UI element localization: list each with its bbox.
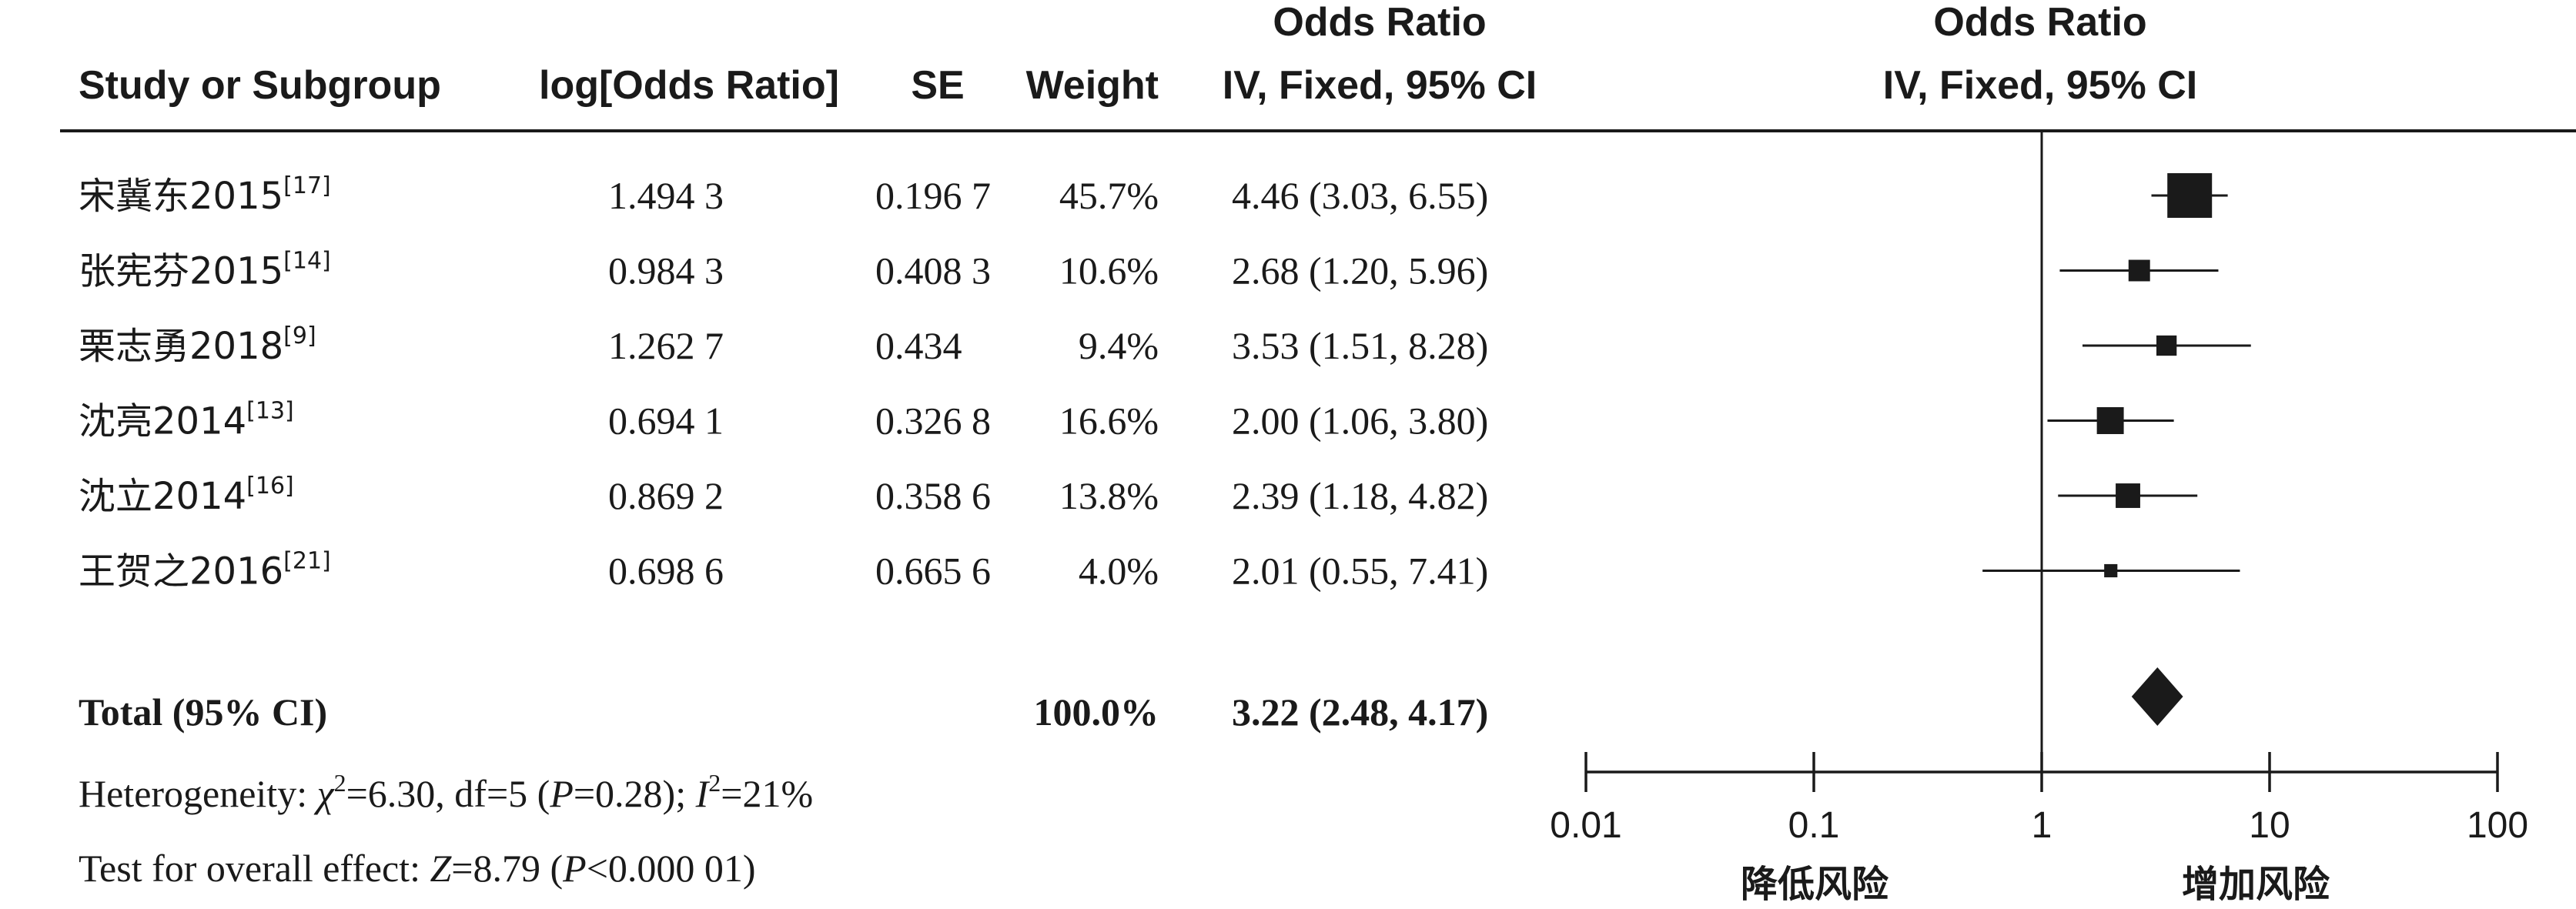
total-weight: 100.0% <box>1034 690 1159 734</box>
study-log-or: 1.262 7 <box>608 324 724 367</box>
study-log-or: 0.698 6 <box>608 550 724 593</box>
study-point <box>2104 563 2118 578</box>
study-ci: 2.00 (1.06, 3.80) <box>1232 399 1488 443</box>
study-rows: 宋冀东2015[17] 1.494 3 0.196 7 45.7% 4.46 (3.03… <box>79 172 1488 593</box>
study-se: 0.358 6 <box>875 474 991 517</box>
study-weight: 10.6% <box>1059 249 1159 292</box>
study-point <box>2156 335 2177 356</box>
study-point <box>2116 483 2140 508</box>
study-ci: 2.39 (1.18, 4.82) <box>1232 474 1488 517</box>
study-ci: 4.46 (3.03, 6.55) <box>1232 174 1488 217</box>
study-weight: 9.4% <box>1079 324 1159 367</box>
study-se: 0.196 7 <box>875 174 991 217</box>
overall-effect-text: Test for overall effect: Z=8.79 (P<0.000… <box>79 847 756 890</box>
study-weight: 4.0% <box>1079 550 1159 593</box>
study-log-or: 1.494 3 <box>608 174 724 217</box>
study-weight: 13.8% <box>1059 474 1159 517</box>
study-name: 王贺之2016[21] <box>79 548 331 593</box>
study-name: 沈立2014[16] <box>79 473 294 518</box>
study-name: 宋冀东2015[17] <box>79 172 331 218</box>
study-se: 0.326 8 <box>875 399 991 443</box>
x-tick-label: 10 <box>2249 805 2290 846</box>
study-name: 沈亮2014[13] <box>79 398 294 443</box>
axis-label-left: 降低风险 <box>1741 863 1889 906</box>
study-se: 0.408 3 <box>875 249 991 292</box>
study-name: 栗志勇2018[9] <box>79 322 316 368</box>
total-ci: 3.22 (2.48, 4.17) <box>1232 690 1488 734</box>
study-se: 0.665 6 <box>875 550 991 593</box>
study-log-or: 0.869 2 <box>608 474 724 517</box>
header-study: Study or Subgroup <box>79 63 441 108</box>
heterogeneity-text: Heterogeneity: χ2=6.30, df=5 (P=0.28); I… <box>79 769 813 815</box>
study-se: 0.434 <box>875 324 962 367</box>
study-log-or: 0.984 3 <box>608 249 724 292</box>
header-se: SE <box>911 63 964 108</box>
study-point <box>2128 259 2150 282</box>
study-name: 张宪芬2015[14] <box>79 248 331 293</box>
study-ci: 2.68 (1.20, 5.96) <box>1232 249 1488 292</box>
x-tick-label: 0.1 <box>1788 805 1840 846</box>
study-point <box>2096 407 2124 434</box>
study-ci: 3.53 (1.51, 8.28) <box>1232 324 1488 367</box>
plot-area: 0.01 0.1 1 10 100 <box>1550 131 2528 846</box>
x-tick-label: 1 <box>2032 805 2052 846</box>
study-weight: 16.6% <box>1059 399 1159 443</box>
header-log-or: log[Odds Ratio] <box>539 63 839 108</box>
header-plot-method: IV, Fixed, 95% CI <box>1883 63 2197 108</box>
study-ci: 2.01 (0.55, 7.41) <box>1232 550 1488 593</box>
header-plot-title: Odds Ratio <box>1933 0 2146 45</box>
header-or-method: IV, Fixed, 95% CI <box>1223 63 1537 108</box>
total-label: Total (95% CI) <box>79 690 327 734</box>
x-tick-label: 100 <box>2467 805 2528 846</box>
pooled-diamond <box>2131 667 2183 726</box>
header-or-title: Odds Ratio <box>1273 0 1486 45</box>
study-point <box>2167 173 2213 218</box>
study-log-or: 0.694 1 <box>608 399 724 443</box>
axis-label-right: 增加风险 <box>2182 863 2330 906</box>
header-weight: Weight <box>1026 63 1159 108</box>
x-tick-label: 0.01 <box>1550 805 1621 846</box>
study-weight: 45.7% <box>1059 174 1159 217</box>
